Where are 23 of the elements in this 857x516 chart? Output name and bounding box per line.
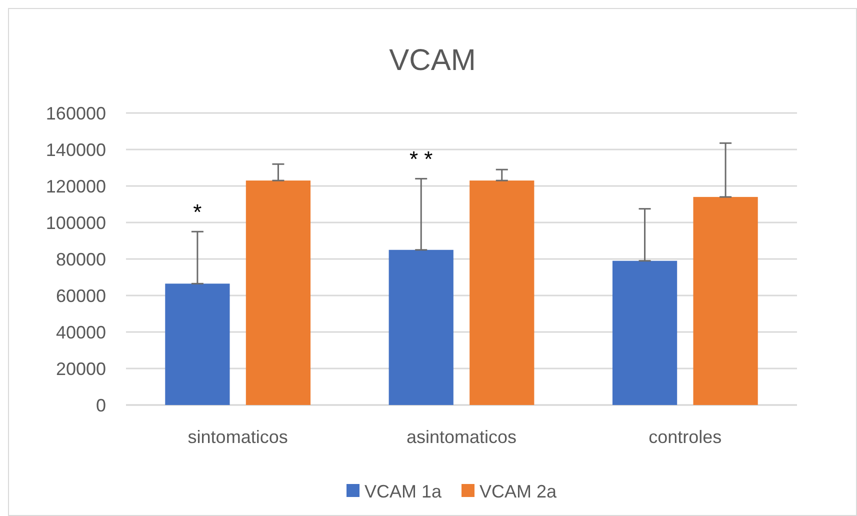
- bar: [612, 260, 678, 405]
- x-tick-label: sintomaticos: [188, 427, 288, 447]
- bar: [246, 180, 311, 405]
- bar: [165, 284, 230, 405]
- y-tick-label: 140000: [46, 140, 106, 160]
- legend-label: VCAM 2a: [480, 481, 558, 502]
- chart-title: VCAM: [389, 44, 476, 77]
- x-tick-label: controles: [648, 427, 722, 447]
- y-tick-label: 20000: [56, 358, 106, 379]
- y-tick-label: 0: [96, 395, 106, 416]
- y-tick-label: 160000: [46, 103, 106, 124]
- y-tick-label: 120000: [46, 176, 106, 196]
- bar: [470, 180, 534, 405]
- y-tick-label: 80000: [56, 249, 106, 270]
- y-tick-label: 60000: [56, 286, 106, 306]
- bar: [693, 196, 758, 405]
- bar: [388, 250, 454, 405]
- x-tick-label: asintomaticos: [406, 427, 517, 447]
- legend-label: VCAM 1a: [364, 481, 443, 502]
- y-tick-label: 100000: [46, 212, 106, 233]
- annotation: * *: [409, 146, 434, 172]
- y-tick-label: 40000: [56, 322, 106, 342]
- annotation: *: [193, 200, 202, 225]
